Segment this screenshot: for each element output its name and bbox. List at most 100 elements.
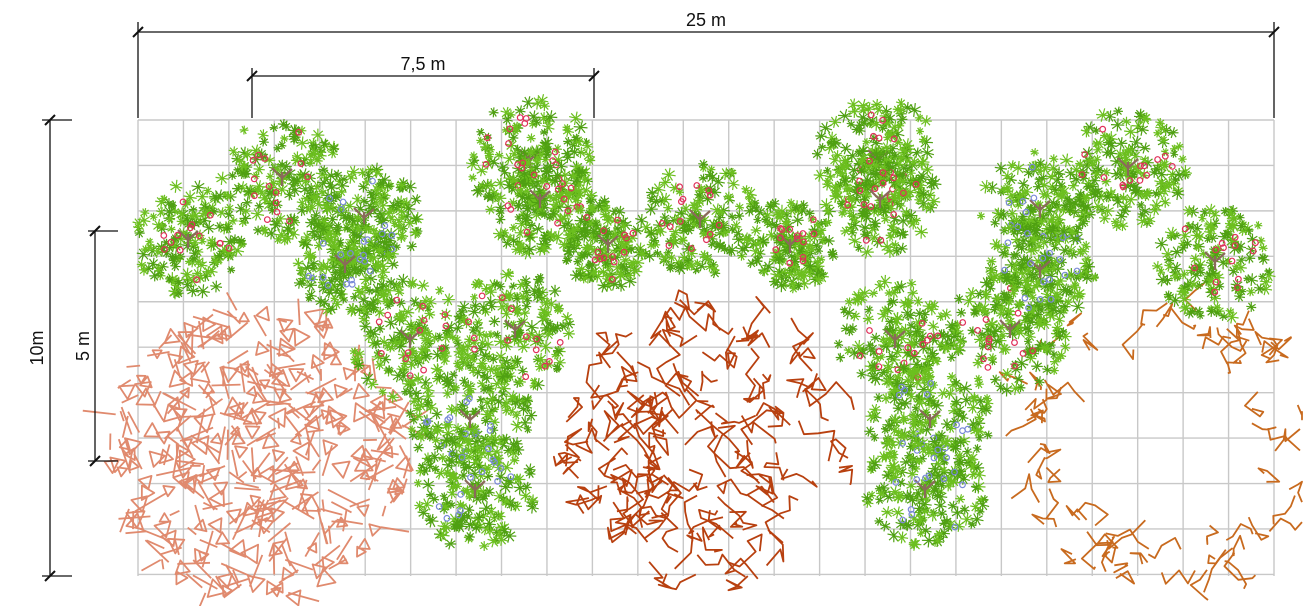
leaf-mark [463, 504, 475, 515]
leaf-mark [897, 176, 909, 187]
leaf-mark [470, 293, 479, 302]
leaf-mark [377, 235, 391, 249]
shrub-mark [246, 385, 258, 398]
leaf-mark [703, 254, 713, 265]
shrub-mark [763, 452, 785, 481]
shrub-mark [162, 403, 182, 423]
leaf-mark [884, 337, 895, 348]
leaf-mark [896, 531, 909, 544]
leaf-mark [494, 150, 504, 160]
shrub-mark [199, 538, 218, 549]
fruit-mark [793, 235, 801, 243]
leaf-mark [1034, 315, 1046, 327]
leaf-mark [936, 340, 946, 350]
leaf-mark [167, 276, 176, 286]
leaf-mark [545, 231, 556, 242]
leaf-mark [781, 240, 796, 255]
shrub-mark [228, 539, 247, 558]
leaf-mark [299, 261, 314, 275]
shrub-mark [1296, 404, 1303, 421]
leaf-mark [1004, 188, 1019, 203]
shrub-mark [268, 542, 283, 557]
fruit-mark [297, 160, 305, 168]
leaf-mark [884, 128, 899, 143]
shrub-mark [694, 400, 715, 421]
fruit-tree-17 [945, 270, 1072, 397]
leaf-mark [1088, 159, 1098, 169]
leaf-mark [581, 243, 592, 253]
fruit-mark [564, 207, 572, 215]
leaf-mark [693, 211, 702, 220]
leaf-mark [536, 149, 548, 161]
leaf-mark [825, 171, 836, 182]
leaf-mark [372, 233, 381, 242]
fruit-mark [679, 195, 687, 203]
leaf-mark [899, 323, 912, 336]
leaf-mark [627, 232, 638, 243]
leaf-mark [709, 267, 721, 279]
leaf-mark [384, 301, 393, 310]
leaf-mark [430, 363, 444, 377]
leaf-mark [458, 501, 468, 510]
leaf-mark [1036, 216, 1047, 227]
fruit-mark [867, 111, 875, 119]
leaf-mark [1178, 269, 1189, 280]
leaf-mark [505, 268, 514, 278]
leaf-mark [773, 236, 787, 250]
leaf-mark [339, 294, 349, 304]
leaf-mark [616, 237, 627, 249]
shrub-mark [386, 478, 403, 494]
leaf-mark [1167, 169, 1177, 180]
leaf-mark [785, 233, 798, 246]
leaf-mark [414, 500, 425, 512]
leaf-mark [529, 381, 539, 391]
leaf-mark [386, 343, 397, 353]
leaf-mark [283, 172, 292, 182]
leaf-mark [335, 279, 347, 290]
fruit-mark [777, 224, 784, 232]
leaf-mark [506, 406, 517, 417]
leaf-mark [911, 463, 921, 474]
leaf-mark [651, 240, 661, 249]
leaf-mark [1204, 218, 1218, 233]
leaf-mark [891, 169, 903, 182]
leaf-mark [377, 229, 387, 239]
leaf-mark [654, 224, 667, 237]
leaf-mark [476, 395, 485, 405]
leaf-mark [182, 197, 192, 207]
leaf-mark [669, 225, 682, 239]
leaf-mark [394, 287, 405, 298]
leaf-mark [363, 170, 374, 181]
leaf-mark [1032, 181, 1044, 192]
shrub-mark [364, 405, 397, 413]
leaf-mark [486, 330, 495, 339]
fruit-mark [378, 230, 386, 238]
shrub-mark [202, 502, 233, 510]
fruit-mark [463, 398, 471, 406]
fruit-mark [1046, 276, 1053, 283]
leaf-mark [1203, 226, 1217, 239]
leaf-mark [1034, 208, 1049, 223]
leaf-mark [406, 359, 418, 370]
shrub-mark [226, 291, 238, 311]
leaf-mark [176, 217, 187, 227]
leaf-mark [484, 296, 497, 308]
leaf-mark [479, 493, 488, 503]
leaf-mark [850, 215, 859, 225]
leaf-mark [360, 261, 370, 271]
leaf-mark [1174, 141, 1184, 151]
leaf-mark [1045, 170, 1058, 183]
leaf-mark [1170, 149, 1179, 158]
leaf-mark [869, 403, 881, 416]
leaf-mark [948, 329, 962, 343]
leaf-mark [149, 270, 161, 282]
leaf-mark [574, 136, 584, 147]
leaf-mark [788, 261, 800, 273]
leaf-mark [403, 180, 417, 194]
leaf-mark [603, 211, 614, 223]
leaf-mark [359, 196, 369, 206]
fruit-mark [176, 246, 184, 254]
shrub-mark [1261, 340, 1289, 359]
leaf-mark [796, 246, 810, 259]
leaf-mark [470, 426, 480, 437]
